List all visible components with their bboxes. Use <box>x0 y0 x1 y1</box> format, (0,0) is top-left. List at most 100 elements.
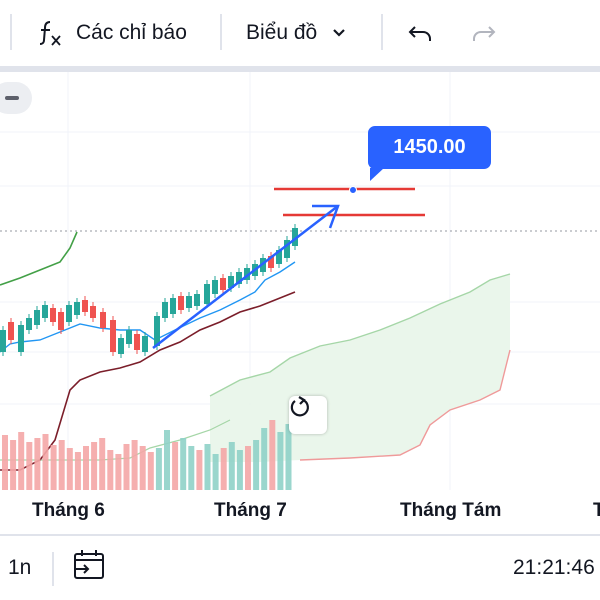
volume-bar <box>66 448 73 490</box>
volume-bar <box>26 442 33 490</box>
toolbar-divider <box>10 14 12 50</box>
candle-body <box>178 296 184 310</box>
volume-bar <box>10 440 17 490</box>
interval-button[interactable]: 1n <box>8 556 32 579</box>
volume-bar <box>107 450 114 490</box>
candle-body <box>292 228 298 246</box>
volume-bars <box>2 420 292 490</box>
volume-bar <box>131 440 138 490</box>
zoom-out-button[interactable] <box>0 82 32 114</box>
volume-bar <box>164 430 170 490</box>
lagging-span-line <box>0 231 78 286</box>
volume-bar <box>34 438 41 490</box>
volume-bar <box>285 424 292 490</box>
volume-bar <box>180 438 187 490</box>
indicators-label: Các chỉ báo <box>76 21 187 44</box>
chevron-down-icon <box>331 25 347 41</box>
candle-body <box>154 316 160 346</box>
span-a-line <box>209 273 511 397</box>
undo-button[interactable] <box>406 0 434 66</box>
toolbar-divider <box>220 14 222 50</box>
volume-bar <box>147 452 154 490</box>
candle-body <box>204 284 210 304</box>
redo-icon <box>470 19 498 47</box>
volume-bar <box>2 435 8 490</box>
bottom-divider-vertical <box>52 552 54 586</box>
candle-body <box>90 306 96 318</box>
chart-type-label: Biểu đồ <box>246 21 318 44</box>
volume-bar <box>91 442 98 490</box>
volume-bar <box>18 432 25 490</box>
volume-bar <box>155 448 162 490</box>
candle-body <box>162 302 168 318</box>
candle-body <box>34 310 40 325</box>
volume-bar <box>236 450 243 490</box>
candle-body <box>74 302 80 315</box>
function-fx-icon <box>36 18 66 48</box>
candle-body <box>186 296 192 308</box>
price-callout[interactable]: 1450.00 <box>368 126 491 181</box>
candle-body <box>284 240 290 258</box>
volume-bar <box>58 440 65 490</box>
x-axis-label-august: Tháng Tám <box>400 500 502 521</box>
volume-bar <box>212 454 219 490</box>
volume-bar <box>204 444 211 490</box>
candle-body <box>118 338 124 354</box>
volume-bar <box>123 444 130 490</box>
volume-bar <box>188 446 195 490</box>
volume-bar <box>220 448 227 490</box>
candle-body <box>82 300 88 312</box>
volume-bar <box>269 420 276 490</box>
volume-bar <box>99 438 106 490</box>
x-axis-label-june: Tháng 6 <box>32 500 105 521</box>
span-b-line <box>299 349 511 461</box>
price-chart[interactable] <box>0 72 600 534</box>
candle-body <box>8 322 14 340</box>
ichimoku-cloud <box>210 274 510 462</box>
anchor-point <box>349 186 357 194</box>
candle-body <box>212 280 218 294</box>
minus-icon <box>5 96 19 100</box>
x-axis-label-cut: T <box>593 500 600 521</box>
volume-bar <box>115 454 122 490</box>
volume-bar <box>139 446 146 490</box>
volume-bar <box>74 452 81 490</box>
candle-body <box>26 318 32 330</box>
candle-body <box>268 256 274 268</box>
reset-chart-button[interactable] <box>289 396 327 434</box>
bottom-divider <box>0 534 600 536</box>
candle-body <box>220 278 226 290</box>
volume-bar <box>277 432 284 490</box>
toolbar-divider <box>381 14 383 50</box>
candle-body <box>228 276 234 288</box>
candle-body <box>244 268 250 280</box>
conversion-line <box>0 261 296 353</box>
candle-body <box>100 312 106 328</box>
undo-icon <box>406 19 434 47</box>
volume-bar <box>196 450 203 490</box>
indicators-button[interactable]: Các chỉ báo <box>36 0 187 66</box>
candle-body <box>50 308 56 322</box>
trend-arrow-line <box>152 205 339 349</box>
chart-type-button[interactable]: Biểu đồ <box>246 0 347 66</box>
clock-time: 21:21:46 <box>513 556 595 579</box>
candle-body <box>134 334 140 350</box>
candle-body <box>110 320 116 352</box>
volume-bar <box>228 442 235 490</box>
candle-body <box>236 272 242 284</box>
redo-button[interactable] <box>470 0 498 66</box>
candle-body <box>142 336 148 352</box>
goto-date-button[interactable] <box>72 536 106 600</box>
x-axis-label-july: Tháng 7 <box>214 500 287 521</box>
calendar-goto-icon <box>72 548 106 588</box>
candle-body <box>42 305 48 318</box>
candle-body <box>126 330 132 344</box>
trend-arrow-head <box>312 204 340 229</box>
candle-body <box>18 325 24 352</box>
candle-body <box>66 305 72 322</box>
volume-bar <box>261 428 268 490</box>
chart-canvas <box>0 72 600 490</box>
toolbar-border <box>0 66 600 72</box>
volume-bar <box>42 434 49 490</box>
candle-body <box>58 312 64 330</box>
